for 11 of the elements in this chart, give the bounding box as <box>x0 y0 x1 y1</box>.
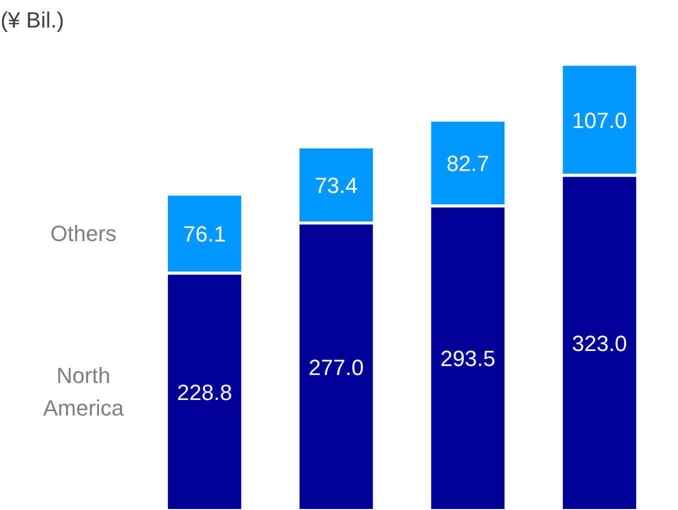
data-label: 293.5 <box>440 346 496 372</box>
data-label: 228.8 <box>177 380 232 405</box>
data-label: 277.0 <box>308 354 364 380</box>
series-label: North America <box>43 363 125 421</box>
text: Others <box>50 221 116 246</box>
chart-title: (¥ Bil.) <box>0 8 64 32</box>
data-label: 323.0 <box>572 330 628 356</box>
data-label: 107.0 <box>572 108 628 133</box>
data-label: 73.4 <box>314 172 358 198</box>
data-label: 82.7 <box>446 151 490 176</box>
data-label: 76.1 <box>183 222 226 247</box>
